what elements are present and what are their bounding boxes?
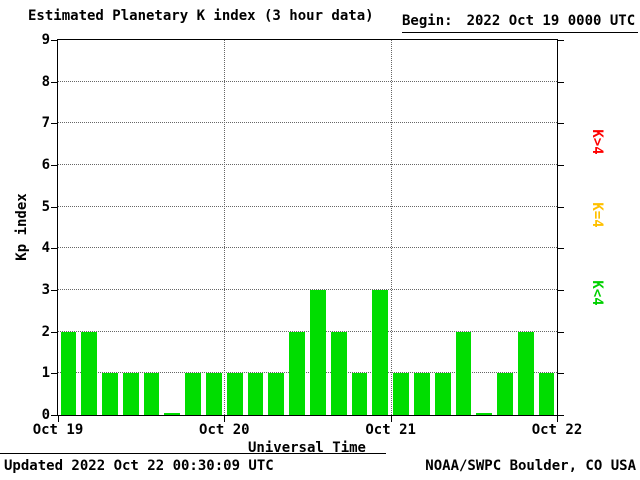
y-tick-mark-left [51,415,57,416]
y-tick-mark-left [51,40,57,41]
legend-k-gt-4: K>4 [589,129,605,155]
x-tick-label: Oct 20 [199,422,250,438]
y-tick-label: 2 [41,323,50,340]
h-gridline [58,289,557,290]
legend-k-eq-4: K=4 [589,202,605,228]
y-tick-label: 9 [41,32,50,48]
y-tick-label: 1 [41,365,50,382]
y-tick-label: 5 [41,198,50,215]
y-tick-mark-left [51,165,57,166]
kp-bar [81,331,98,415]
kp-bar [330,331,347,415]
y-tick-mark-right [558,415,564,416]
h-gridline [58,372,557,374]
x-axis-title: Universal Time [247,440,366,456]
x-tick-mark [557,416,558,422]
x-tick-label: Oct 19 [32,422,84,438]
y-tick-label: 6 [41,157,50,173]
kp-bar [372,290,389,415]
kp-bar [351,373,368,415]
y-tick-mark-left [51,81,57,83]
source-attribution: NOAA/SWPC Boulder, CO USA [425,458,636,474]
kp-bar [538,373,555,415]
updated-timestamp: Updated 2022 Oct 22 00:30:09 UTC [4,458,274,474]
h-gridline [58,247,557,249]
y-tick-mark-right [558,373,564,375]
kp-bar [434,373,451,415]
y-tick-mark-left [51,248,57,250]
v-gridline [390,40,392,415]
footer-divider [0,453,386,454]
begin-value: 2022 Oct 19 0000 UTC [466,13,636,29]
h-gridline [58,164,557,165]
y-tick-mark-left [51,290,57,291]
x-tick-label: Oct 22 [531,422,583,438]
kp-bar [413,373,430,415]
y-tick-label: 0 [41,407,50,423]
kp-bar [517,331,534,415]
kp-bar [122,373,139,415]
y-tick-mark-right [558,331,564,333]
y-tick-mark-right [558,40,564,41]
h-gridline [58,330,557,332]
y-tick-mark-right [558,206,564,208]
y-axis-title: Kp index [14,193,30,261]
kp-bar [455,331,472,415]
kp-bar [143,373,160,415]
y-tick-mark-left [51,123,57,125]
y-tick-mark-right [558,165,564,166]
kp-bar [497,373,513,415]
h-gridline [58,122,557,124]
h-gridline [58,205,557,207]
kp-bar [164,413,181,415]
chart-title: Estimated Planetary K index (3 hour data… [28,8,374,24]
y-tick-label: 7 [41,115,50,132]
h-gridline [58,80,557,82]
y-tick-label: 8 [41,73,50,90]
kp-bar [226,373,243,415]
x-tick-mark [390,416,392,422]
kp-bar [185,373,202,415]
x-tick-mark [58,416,59,422]
y-tick-mark-left [51,206,57,208]
kp-bar [102,373,118,415]
y-tick-mark-right [558,248,564,250]
v-gridline [224,40,226,415]
kp-bar [476,413,493,415]
y-tick-label: 3 [41,282,50,298]
y-tick-mark-right [558,123,564,125]
y-tick-mark-right [558,81,564,83]
y-tick-mark-left [51,331,57,333]
y-tick-mark-left [51,373,57,375]
kp-bar [393,373,409,415]
legend-k-lt-4: K<4 [589,280,605,306]
y-tick-mark-right [558,290,564,291]
begin-label: Begin: [402,13,453,29]
kp-bar [206,373,222,415]
kp-bar [268,373,285,415]
kp-bar [289,331,305,415]
plot-area [57,39,558,416]
begin-timestamp: Begin: 2022 Oct 19 0000 UTC [402,13,638,33]
x-tick-label: Oct 21 [365,422,416,438]
y-tick-label: 4 [41,240,50,257]
kp-bar [310,290,326,415]
kp-bar [60,331,77,415]
x-tick-mark [224,416,226,422]
kp-bar [247,373,264,415]
